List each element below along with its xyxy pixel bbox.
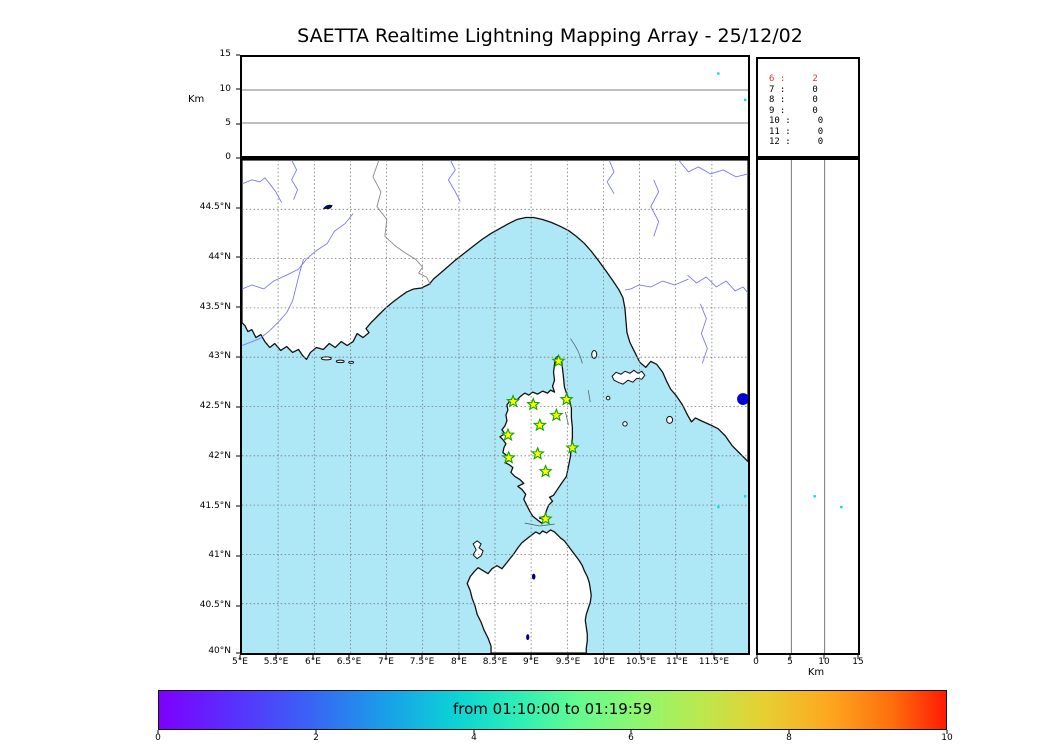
lon-tick-10.5: 10.5°E <box>625 657 657 667</box>
count-row-8: 8 : 0 <box>769 95 818 105</box>
time-range-label: from 01:10:00 to 01:19:59 <box>452 700 652 718</box>
lat-tick-44.5: 44.5°N <box>199 202 231 212</box>
lon-tick-8.5: 8.5°E <box>482 657 508 667</box>
altitude-latitude-panel <box>756 158 860 655</box>
cb-tick-8: 8 <box>786 733 792 743</box>
right-axis-label: Km <box>807 667 825 678</box>
right-alt-tick-0: 0 <box>753 657 759 667</box>
lightning-sources-altitude-lon <box>717 72 747 102</box>
alt-tick-0: 0 <box>225 152 231 162</box>
lightning-source-dot <box>717 505 720 509</box>
altitude-longitude-plot <box>242 72 748 124</box>
count-row-9: 9 : 0 <box>769 105 818 116</box>
lon-tick-7.5: 7.5°E <box>409 657 435 667</box>
count-row-11: 11 : 0 <box>769 126 824 137</box>
count-row-6: 6 : 2 <box>769 74 818 84</box>
lon-tick-6.5: 6.5°E <box>336 657 362 667</box>
cb-tick-4: 4 <box>471 733 477 743</box>
lat-tick-40.5: 40.5°N <box>199 600 231 610</box>
cb-tick-0: 0 <box>155 733 161 743</box>
lon-tick-5: 5°E <box>232 657 248 667</box>
lat-tick-43.5: 43.5°N <box>199 302 231 312</box>
page-title: SAETTA Realtime Lightning Mapping Array … <box>297 25 803 47</box>
lightning-source-dot <box>743 98 747 102</box>
altitude-latitude-plot <box>790 160 843 653</box>
map-panel <box>240 158 750 655</box>
lat-tick-41: 41°N <box>208 550 231 560</box>
lightning-source-dot <box>743 495 747 498</box>
lon-tick-10: 10°E <box>593 657 615 667</box>
lat-tick-42: 42°N <box>208 451 231 461</box>
lightning-sources-altitude-lat <box>813 495 843 509</box>
lat-tick-42.5: 42.5°N <box>199 401 231 411</box>
minute-counts-panel: 6 : 2 7 : 0 8 : 0 9 : 0 10 : 0 11 : 0 12… <box>756 57 860 158</box>
altitude-longitude-panel <box>240 55 750 158</box>
lightning-source-dot <box>813 495 816 498</box>
lat-tick-43: 43°N <box>208 351 231 361</box>
lon-tick-11.5: 11.5°E <box>698 657 730 667</box>
alt-tick-5: 5 <box>225 118 231 128</box>
lat-tick-41.5: 41.5°N <box>199 501 231 511</box>
count-row-7: 7 : 0 <box>769 84 818 95</box>
lon-tick-6: 6°E <box>305 657 321 667</box>
alt-tick-10: 10 <box>219 84 231 94</box>
right-alt-tick-5: 5 <box>787 657 793 667</box>
lon-tick-5.5: 5.5°E <box>263 657 289 667</box>
cb-tick-10: 10 <box>941 733 953 743</box>
right-alt-tick-15: 15 <box>852 657 864 667</box>
lightning-source-dot <box>717 72 720 75</box>
lat-tick-40: 40°N <box>208 646 231 656</box>
count-row-10: 10 : 0 <box>769 116 824 126</box>
lightning-source-dot <box>840 505 843 509</box>
lon-tick-8: 8°E <box>451 657 467 667</box>
lat-tick-44: 44°N <box>208 252 231 262</box>
map-plot <box>242 160 748 653</box>
lon-tick-11: 11°E <box>666 657 688 667</box>
count-row-12: 12 : 0 <box>769 137 824 147</box>
alt-axis-label: Km <box>188 94 205 105</box>
alt-tick-15: 15 <box>219 49 231 59</box>
lon-tick-9: 9°E <box>523 657 539 667</box>
cb-tick-6: 6 <box>628 733 634 743</box>
cb-tick-2: 2 <box>313 733 319 743</box>
lon-tick-7: 7°E <box>378 657 394 667</box>
lon-tick-9.5: 9.5°E <box>555 657 581 667</box>
